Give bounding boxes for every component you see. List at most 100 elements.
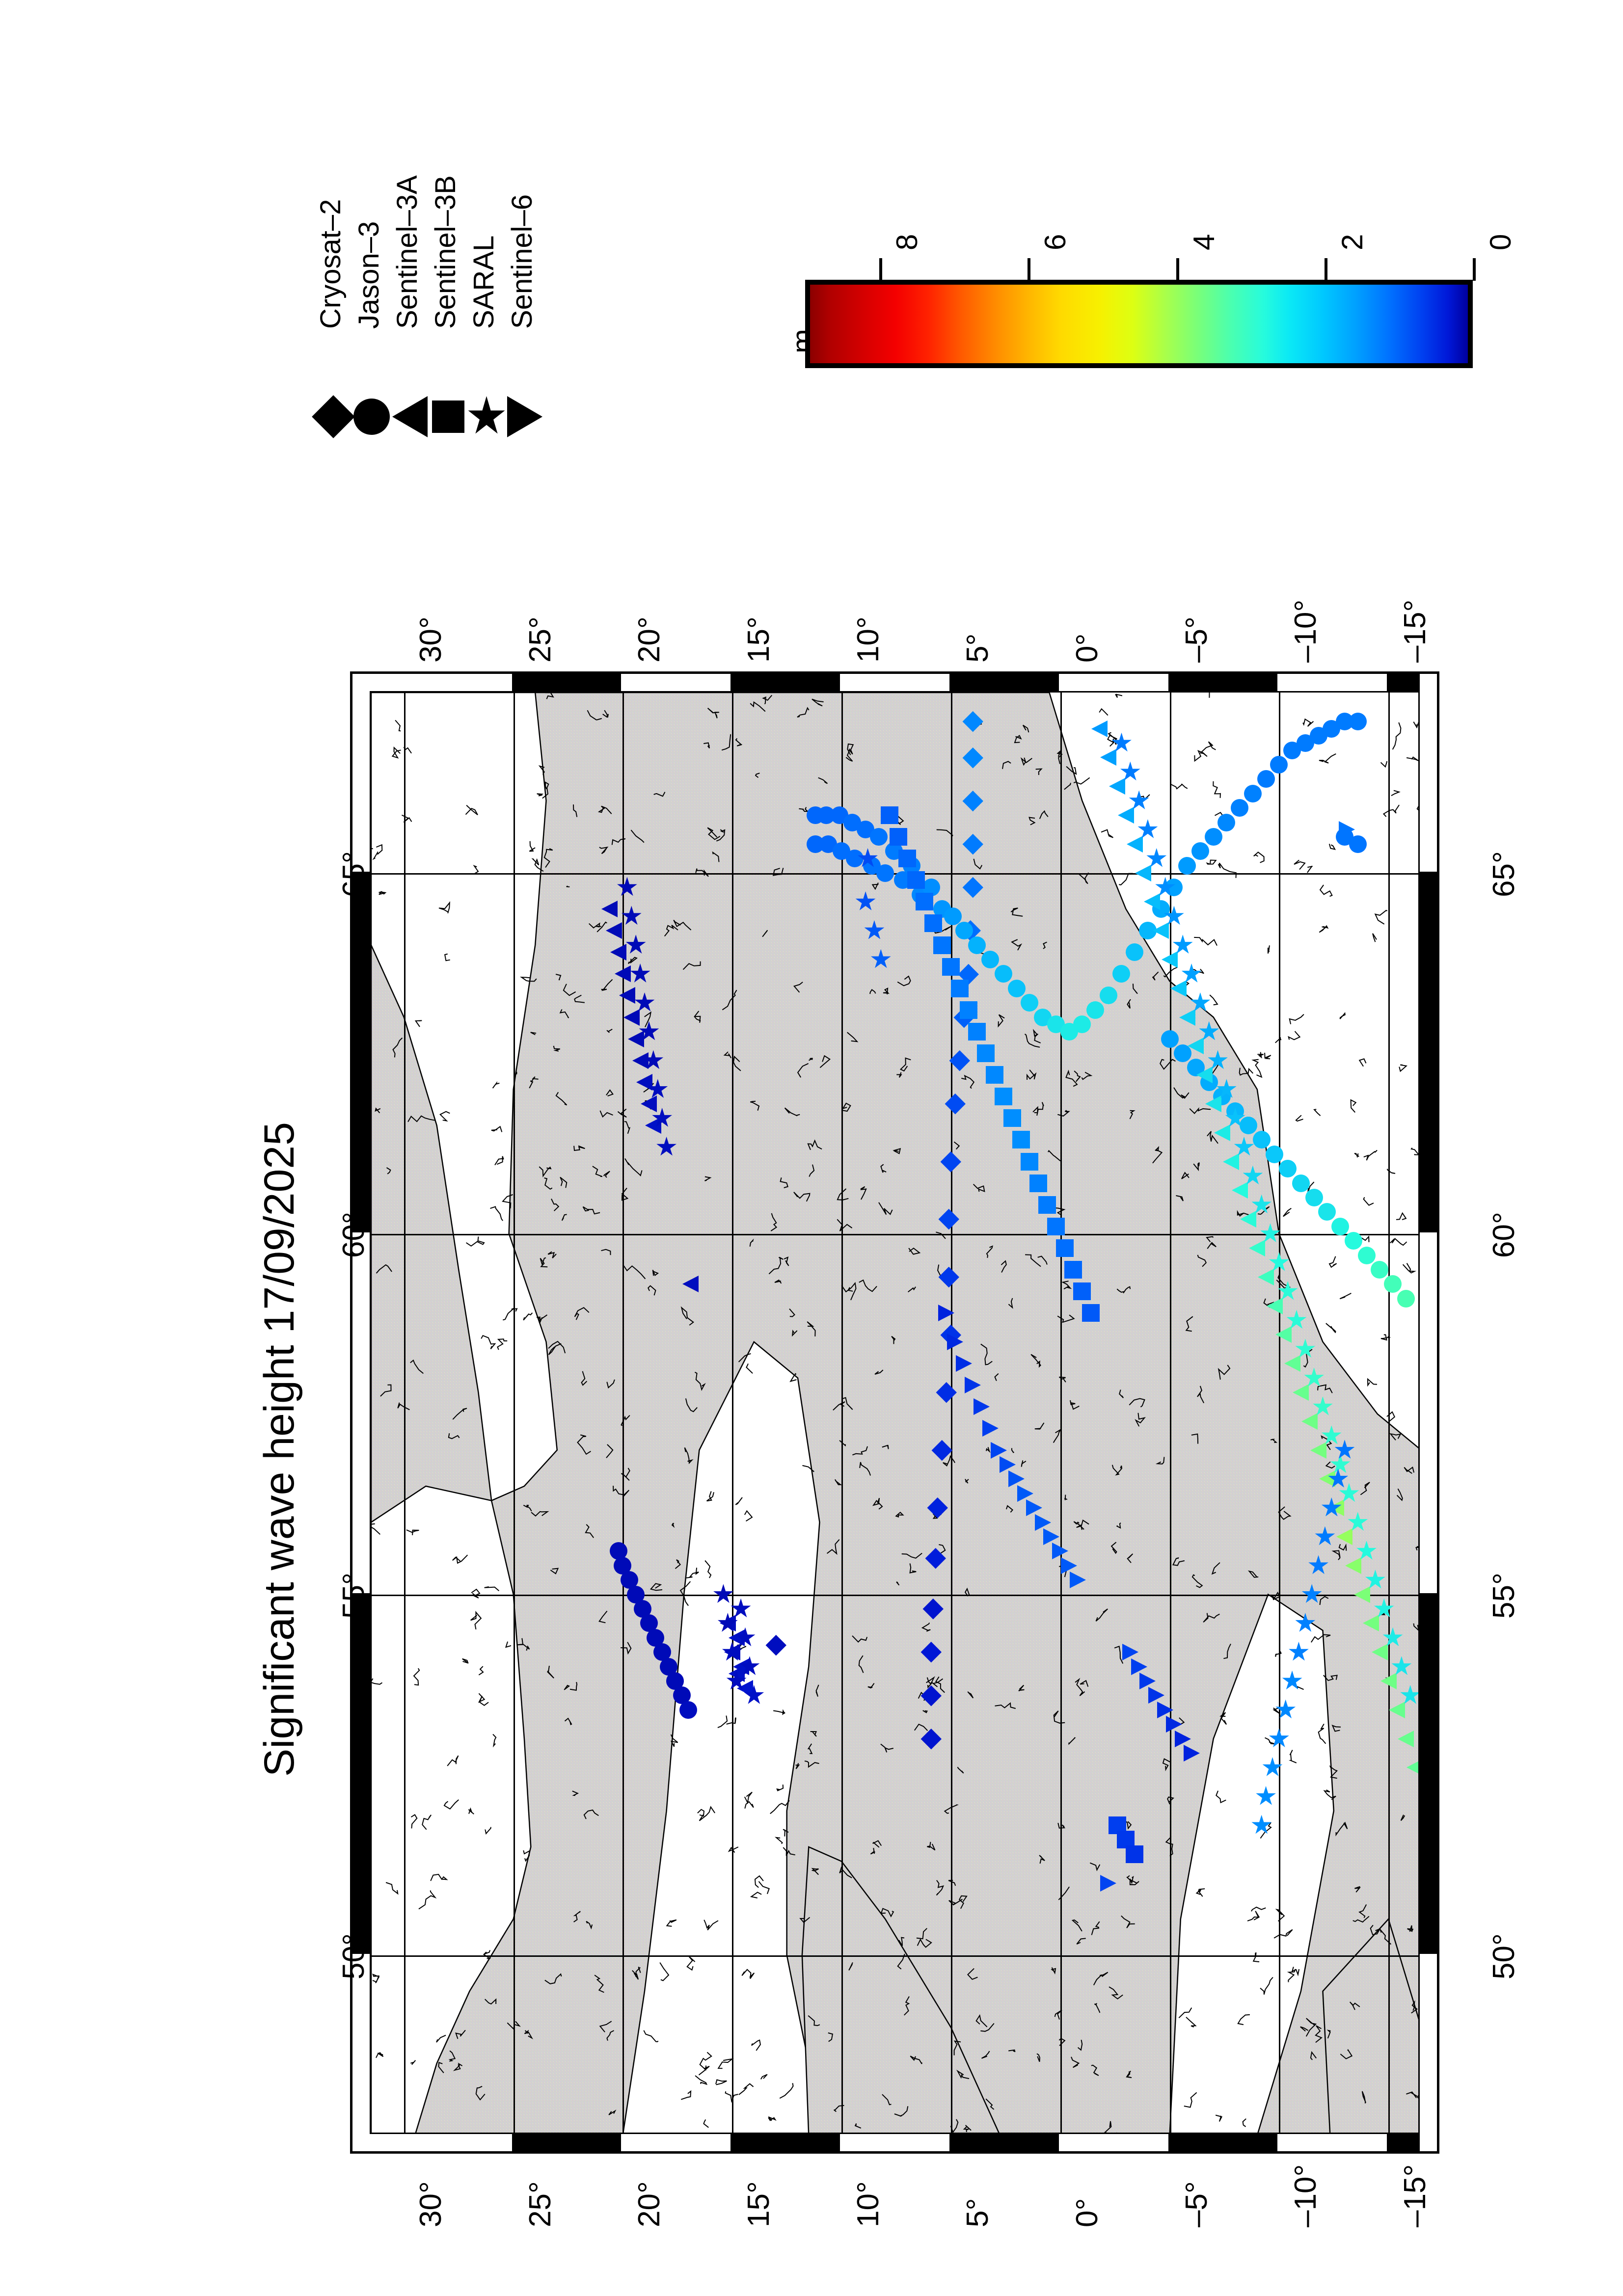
- coast-fragment: [703, 1920, 719, 1931]
- coast-fragment: [1081, 1071, 1093, 1080]
- coast-fragment: [1028, 817, 1036, 826]
- lon-label-t-3: 50°: [337, 1933, 371, 1979]
- coast-fragment: [1014, 735, 1022, 744]
- coast-fragment: [1400, 1815, 1406, 1821]
- coast-fragment: [649, 1583, 663, 1591]
- coast-fragment: [1066, 766, 1077, 775]
- coast-fragment: [1331, 1550, 1341, 1560]
- marker-triangle-right: [1060, 1557, 1077, 1574]
- coast-fragment: [807, 1321, 816, 1336]
- marker-square: [942, 958, 960, 976]
- coast-fragment: [847, 1287, 853, 1292]
- colorbar-tick-2: [1176, 258, 1179, 281]
- marker-triangle-right: [1100, 1874, 1117, 1892]
- frame-band-v: [350, 1593, 370, 1954]
- coast-fragment: [1053, 1428, 1062, 1443]
- coast-fragment: [754, 1875, 764, 1888]
- coast-fragment: [896, 1581, 900, 1586]
- coast-fragment: [598, 1610, 608, 1624]
- map-plot[interactable]: [350, 671, 1439, 2154]
- coast-fragment: [870, 1848, 875, 1855]
- coast-fragment: [897, 975, 911, 987]
- coast-fragment: [981, 2051, 990, 2059]
- colorbar-tick-label-3: 2: [1335, 234, 1369, 250]
- coast-fragment: [1270, 1439, 1278, 1443]
- frame-band-h: [949, 671, 1059, 691]
- coast-fragment: [1076, 1519, 1089, 1530]
- coast-fragment: [1242, 2118, 1246, 2127]
- coast-fragment: [1215, 2114, 1223, 2122]
- coast-fragment: [789, 1308, 795, 1317]
- coast-fragment: [1251, 1059, 1263, 1078]
- coast-fragment: [1216, 1790, 1226, 1804]
- marker-triangle-left: [1301, 1413, 1318, 1430]
- coast-fragment: [1404, 1466, 1415, 1474]
- coast-fragment: [624, 1158, 643, 1177]
- marker-triangle-left: [1275, 1326, 1292, 1343]
- coast-fragment: [1363, 1197, 1374, 1206]
- coast-fragment: [773, 1709, 785, 1715]
- coast-fragment: [1129, 1110, 1136, 1120]
- coast-fragment: [1326, 2029, 1331, 2039]
- coast-fragment: [848, 1962, 853, 1971]
- marker-circle: [968, 936, 986, 954]
- coast-fragment: [1396, 1488, 1403, 1501]
- coast-fragment: [664, 925, 678, 937]
- lon-label-b-0: 65°: [1487, 851, 1521, 897]
- coast-fragment: [1253, 852, 1265, 863]
- marker-square: [1021, 1152, 1039, 1171]
- coast-fragment: [1193, 1162, 1200, 1172]
- legend-symbol-4: [467, 396, 506, 436]
- coast-fragment: [1239, 1068, 1254, 1076]
- gridline-lon-1: [371, 1233, 1418, 1235]
- coast-fragment: [465, 804, 478, 815]
- coast-fragment: [376, 1264, 392, 1274]
- marker-circle: [1252, 1131, 1271, 1149]
- marker-triangle-left: [619, 987, 635, 1004]
- coast-fragment: [675, 1559, 681, 1569]
- frame-band-v: [1420, 871, 1439, 1232]
- coast-fragment: [1194, 936, 1217, 946]
- frame-band-h: [512, 2134, 622, 2154]
- coast-fragment: [1132, 984, 1138, 994]
- marker-triangle-right: [991, 1442, 1007, 1459]
- coast-fragment: [611, 838, 626, 845]
- coast-fragment: [804, 1761, 819, 1768]
- coast-fragment: [975, 2014, 988, 2028]
- coast-fragment: [1325, 1323, 1336, 1334]
- coast-fragment: [452, 1554, 468, 1564]
- coast-fragment: [1035, 768, 1043, 775]
- marker-triangle-left: [1179, 1009, 1195, 1026]
- coast-fragment: [1054, 2009, 1062, 2020]
- coast-fragment: [659, 1962, 670, 1981]
- coast-fragment: [1287, 1969, 1296, 1982]
- coast-fragment: [1313, 1109, 1321, 1116]
- coast-fragment: [1300, 2026, 1309, 2032]
- coast-fragment: [481, 1335, 496, 1350]
- marker-square: [977, 1044, 995, 1062]
- map-canvas[interactable]: [370, 691, 1420, 2134]
- coast-fragment: [492, 1081, 500, 1089]
- frame-band-h: [730, 671, 840, 691]
- coast-fragment: [470, 1611, 482, 1629]
- coast-fragment: [647, 1285, 656, 1296]
- coast-fragment: [392, 1037, 403, 1058]
- coast-fragment: [553, 1045, 560, 1052]
- coast-fragment: [1170, 783, 1188, 790]
- coast-fragment: [1363, 1149, 1378, 1161]
- gridline-lat-6: [1060, 693, 1062, 2133]
- coast-fragment: [1207, 1242, 1217, 1249]
- legend-symbol-5: [506, 396, 544, 437]
- legend-label-4: SARAL: [468, 235, 500, 329]
- coast-fragment: [448, 2050, 456, 2062]
- coast-fragment: [791, 1330, 798, 1337]
- lat-label-r-8: –10°: [1289, 2164, 1323, 2227]
- coast-fragment: [439, 1111, 450, 1122]
- marker-triangle-left: [1144, 893, 1161, 910]
- marker-triangle-left: [610, 944, 626, 961]
- coast-fragment: [397, 1402, 410, 1411]
- coast-fragment: [936, 1231, 946, 1239]
- coast-fragment: [538, 765, 545, 775]
- coast-fragment: [372, 844, 383, 860]
- coast-fragment: [1048, 1149, 1061, 1162]
